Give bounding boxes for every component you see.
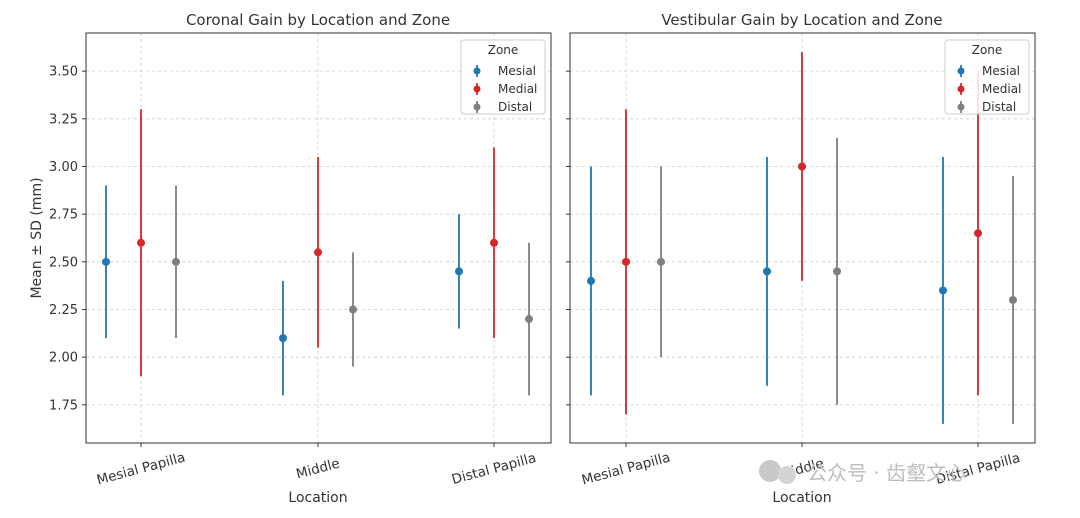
mean-point-distal	[1009, 295, 1017, 304]
mean-point-medial	[798, 162, 806, 171]
mean-point-distal	[657, 257, 665, 266]
mean-point-mesial	[102, 257, 110, 266]
x-tick-label: Mesial Papilla	[95, 450, 187, 489]
legend-label: Distal	[982, 100, 1016, 114]
legend-label: Mesial	[498, 64, 536, 78]
vestibular-gain-chart: Vestibular Gain by Location and Zone Mes…	[566, 11, 1036, 506]
watermark-text: 公众号 · 齿壑文心	[807, 461, 966, 485]
x-tick-label: Middle	[294, 456, 341, 483]
wechat-icon	[759, 460, 781, 482]
wechat-icon-secondary	[778, 466, 796, 484]
x-tick-label: Mesial Papilla	[580, 450, 672, 489]
legend-marker	[957, 67, 965, 75]
x-axis-label: Location	[288, 490, 347, 506]
legend-label: Medial	[982, 82, 1021, 96]
mean-point-mesial	[587, 276, 595, 285]
mean-point-mesial	[763, 267, 771, 276]
y-axis-label: Mean ± SD (mm)	[29, 177, 45, 298]
legend-label: Mesial	[982, 64, 1020, 78]
y-tick-label: 2.00	[49, 351, 78, 366]
chart-title: Vestibular Gain by Location and Zone	[661, 11, 942, 29]
mean-point-distal	[833, 267, 841, 276]
y-tick-label: 2.50	[49, 255, 78, 270]
y-tick-label: 1.75	[49, 398, 78, 413]
mean-point-medial	[974, 229, 982, 238]
mean-point-distal	[349, 305, 357, 314]
y-tick-label: 2.75	[49, 208, 78, 223]
y-tick-label: 3.00	[49, 160, 78, 175]
y-tick-label: 3.25	[49, 112, 78, 127]
mean-point-mesial	[939, 286, 947, 295]
legend-marker	[957, 103, 965, 111]
mean-point-medial	[622, 257, 630, 266]
legend-label: Medial	[498, 82, 537, 96]
x-tick-label: Distal Papilla	[450, 450, 538, 488]
legend-marker	[473, 67, 481, 75]
legend-title: Zone	[488, 43, 519, 57]
legend: Zone Mesial Medial Distal	[944, 39, 1030, 115]
mean-point-medial	[314, 248, 322, 257]
legend-marker	[957, 85, 965, 93]
legend-frame	[460, 39, 546, 115]
y-tick-label: 2.25	[49, 303, 78, 318]
coronal-gain-chart: Coronal Gain by Location and Zone 1.75 2.…	[29, 11, 552, 506]
legend-marker	[473, 103, 481, 111]
mean-point-distal	[172, 257, 180, 266]
mean-point-mesial	[279, 334, 287, 343]
watermark: 公众号 · 齿壑文心	[759, 460, 966, 485]
mean-point-medial	[490, 238, 498, 247]
legend-title: Zone	[972, 43, 1003, 57]
mean-point-distal	[525, 315, 533, 324]
legend-label: Distal	[498, 100, 532, 114]
y-tick-label: 3.50	[49, 65, 78, 80]
legend-frame	[944, 39, 1030, 115]
mean-point-mesial	[455, 267, 463, 276]
chart-title: Coronal Gain by Location and Zone	[186, 11, 450, 29]
x-axis-label: Location	[772, 490, 831, 506]
legend-marker	[473, 85, 481, 93]
mean-point-medial	[137, 238, 145, 247]
legend: Zone Mesial Medial Distal	[460, 39, 546, 115]
